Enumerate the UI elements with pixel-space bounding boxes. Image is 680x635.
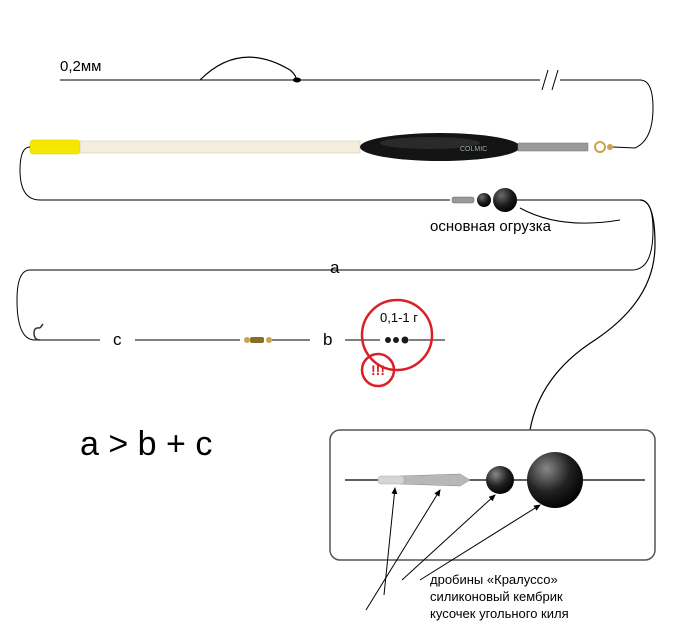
formula-label: a > b + c: [80, 425, 212, 464]
line-diameter-label: 0,2мм: [60, 58, 101, 75]
segment-a-label: a: [330, 258, 339, 278]
top-line-svg: COLMIC: [0, 0, 680, 635]
segment-b-label: b: [323, 330, 332, 350]
detail-caption-3: кусочек угольного киля: [430, 606, 569, 621]
weight-range-label: 0,1-1 г: [380, 310, 418, 325]
detail-caption-2: силиконовый кембрик: [430, 589, 563, 604]
warning-label: !!!: [371, 362, 385, 378]
main-weight-label: основная огрузка: [430, 218, 551, 235]
segment-c-label: c: [113, 330, 122, 350]
detail-caption-1: дробины «Кралуссо»: [430, 572, 558, 587]
svg-text:COLMIC: COLMIC: [460, 146, 487, 153]
